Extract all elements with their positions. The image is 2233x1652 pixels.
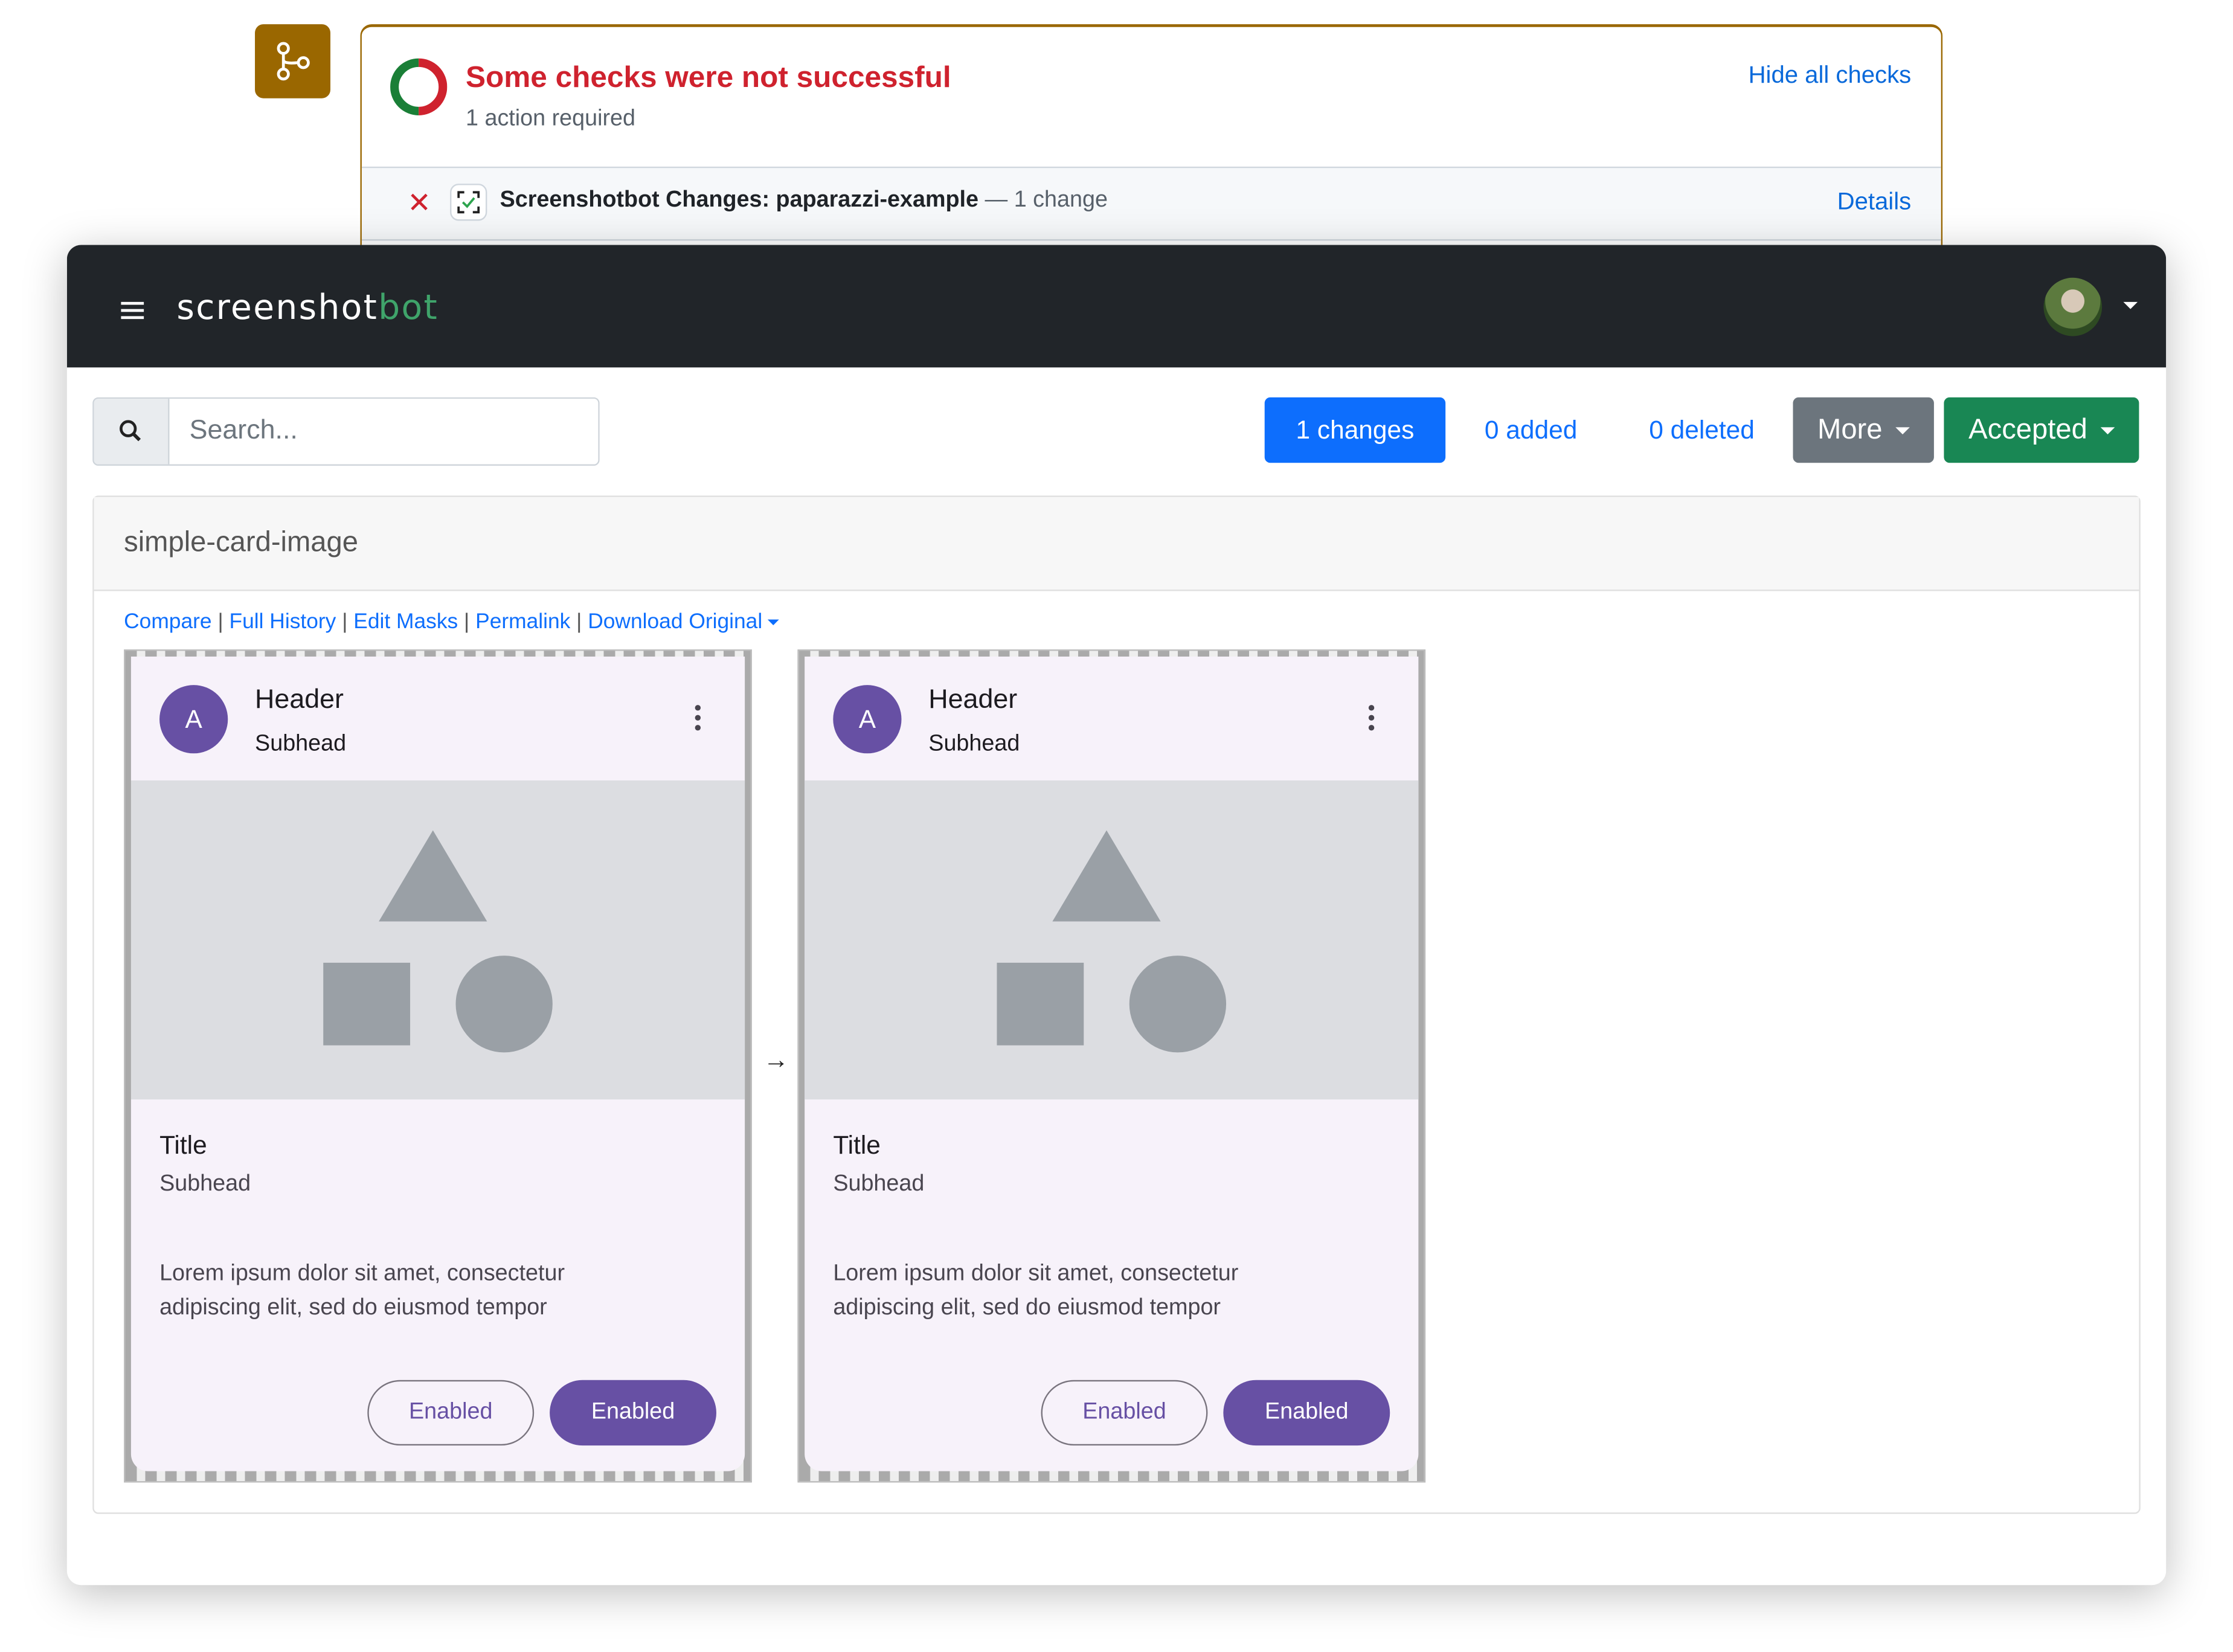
card-title: Title: [833, 1131, 881, 1160]
search-icon: [94, 399, 170, 464]
user-avatar[interactable]: [2043, 277, 2103, 336]
more-vert-icon: [695, 705, 701, 735]
changes-filter-button[interactable]: 1 changes: [1264, 397, 1446, 463]
card-title: Title: [159, 1131, 207, 1160]
checks-panel: Some checks were not successful 1 action…: [360, 24, 1943, 271]
check-name: Screenshotbot Changes: paparazzi-example…: [500, 188, 1108, 213]
outlined-button: Enabled: [1041, 1380, 1208, 1446]
permalink-link[interactable]: Permalink: [475, 609, 571, 634]
card-media: [805, 780, 1419, 1100]
card-avatar: A: [833, 685, 902, 754]
full-history-link[interactable]: Full History: [229, 609, 336, 634]
navbar: screenshotbot: [66, 245, 2167, 368]
after-screenshot[interactable]: A Header Subhead Title Subhead Lorem ips…: [797, 649, 1426, 1483]
added-filter-button[interactable]: 0 added: [1484, 415, 1578, 444]
screenshotbot-app-icon: [450, 184, 487, 221]
shapes-placeholder-icon: [997, 830, 1227, 1053]
outlined-button: Enabled: [367, 1380, 535, 1446]
card-avatar: A: [159, 685, 228, 754]
caret-down-icon: [2100, 426, 2115, 434]
status-ring-icon: [390, 58, 448, 115]
card-body: Lorem ipsum dolor sit amet, consectetur …: [833, 1262, 1239, 1320]
card-subhead: Subhead: [928, 731, 1020, 756]
search-input[interactable]: [169, 399, 599, 464]
checks-subtitle: 1 action required: [466, 106, 636, 131]
action-links: Compare | Full History | Edit Masks | Pe…: [124, 609, 780, 634]
deleted-filter-button[interactable]: 0 deleted: [1649, 415, 1755, 444]
filled-button: Enabled: [1223, 1380, 1390, 1446]
caret-down-icon[interactable]: [2123, 301, 2138, 309]
screenshotbot-window: screenshotbot 1 changes 0 added 0 delete…: [66, 245, 2167, 1586]
fail-x-icon: ✕: [407, 188, 431, 220]
material-card: A Header Subhead Title Subhead Lorem ips…: [805, 656, 1419, 1471]
accepted-dropdown-button[interactable]: Accepted: [1944, 397, 2139, 463]
screenshot-name: simple-card-image: [124, 527, 358, 559]
hamburger-menu-icon[interactable]: [121, 301, 144, 323]
arrow-right-icon: →: [763, 1045, 789, 1074]
card-media: [130, 780, 745, 1100]
before-screenshot[interactable]: A Header Subhead Title Subhead Lorem ips…: [124, 649, 752, 1483]
material-card: A Header Subhead Title Subhead Lorem ips…: [130, 656, 745, 1471]
details-link[interactable]: Details: [1837, 188, 1912, 216]
download-original-dropdown[interactable]: Download Original: [588, 609, 780, 634]
git-branch-icon: [255, 24, 331, 98]
card-subhead: Subhead: [255, 731, 347, 756]
edit-masks-link[interactable]: Edit Masks: [353, 609, 458, 634]
shapes-placeholder-icon: [323, 830, 553, 1053]
compare-link[interactable]: Compare: [124, 609, 212, 634]
card-header: Header: [255, 685, 344, 715]
check-meta: 1 change: [1014, 188, 1108, 213]
caret-down-icon: [1895, 426, 1910, 434]
filled-button: Enabled: [550, 1380, 716, 1446]
more-vert-icon: [1368, 705, 1375, 735]
card-title-subhead: Subhead: [159, 1172, 251, 1197]
brand-logo[interactable]: screenshotbot: [176, 288, 439, 328]
screenshot-panel: simple-card-image Compare | Full History…: [92, 495, 2141, 1514]
card-body: Lorem ipsum dolor sit amet, consectetur …: [159, 1262, 565, 1320]
checks-title: Some checks were not successful: [466, 61, 951, 94]
caret-down-icon: [768, 619, 780, 626]
search-group: [92, 397, 600, 466]
card-header: Header: [928, 685, 1018, 715]
panel-header: simple-card-image: [94, 497, 2139, 591]
check-row: ✕ Screenshotbot Changes: paparazzi-examp…: [361, 166, 1941, 241]
hide-all-checks-link[interactable]: Hide all checks: [1748, 61, 1912, 89]
more-dropdown-button[interactable]: More: [1793, 397, 1934, 463]
card-title-subhead: Subhead: [833, 1172, 925, 1197]
